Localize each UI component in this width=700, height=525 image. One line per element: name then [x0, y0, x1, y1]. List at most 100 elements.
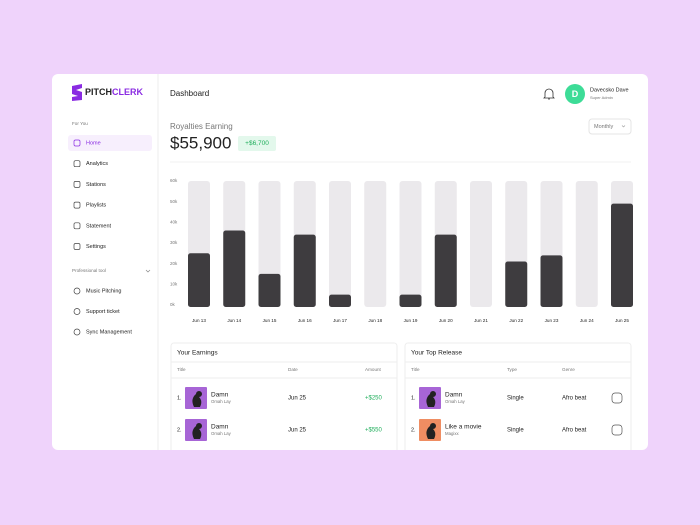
chevron[interactable] — [145, 269, 151, 273]
nav-item[interactable]: Stations — [86, 182, 106, 188]
content: PITCHCLERK For You Professional tool Das… — [68, 74, 633, 450]
nav-icon — [73, 328, 81, 336]
row-type: Single — [507, 428, 524, 434]
x-tick-label: Jun 19 — [404, 318, 418, 323]
y-tick-label: 30k — [170, 240, 178, 245]
panel-title: Your Top Release — [411, 350, 462, 357]
nav-item[interactable]: Music Pitching — [86, 288, 121, 294]
summary-change: +$6,700 — [245, 140, 269, 147]
user-name: Davecsko Dave — [590, 87, 629, 93]
nav-icon — [73, 287, 81, 295]
nav-item[interactable]: Support ticket — [86, 309, 120, 315]
bar-track — [364, 181, 387, 307]
x-tick-label: Jun 25 — [615, 318, 629, 323]
row-artist: Omah Lay — [211, 431, 232, 436]
bar — [293, 234, 316, 307]
row-amount: +$250 — [365, 396, 383, 402]
bar — [434, 234, 457, 307]
thumb-figure — [192, 391, 202, 407]
nav-item[interactable]: Home — [86, 140, 101, 146]
avatar[interactable] — [565, 84, 585, 104]
x-tick-label: Jun 23 — [545, 318, 559, 323]
bar — [540, 255, 563, 307]
x-tick-label: Jun 13 — [192, 318, 206, 323]
page-title: Dashboard — [170, 89, 209, 98]
nav-item[interactable]: Playlists — [86, 203, 106, 209]
thumb-figure — [192, 423, 202, 439]
column-header: Date — [288, 367, 298, 372]
nav-icon — [73, 160, 81, 168]
row-title: Damn — [211, 424, 229, 431]
row-action[interactable] — [611, 424, 623, 436]
row-artist: Omah Lay — [211, 399, 232, 404]
nav-item[interactable]: Settings — [86, 244, 106, 250]
summary-label: Royalties Earning — [170, 122, 233, 131]
x-tick-label: Jun 17 — [333, 318, 347, 323]
bar — [223, 230, 246, 307]
panel-title: Your Earnings — [177, 350, 218, 357]
nav-item[interactable]: Analytics — [86, 161, 108, 167]
row-index: 1. — [411, 395, 416, 401]
x-tick-label: Jun 16 — [298, 318, 312, 323]
bar — [258, 273, 281, 307]
y-tick-label: 20k — [170, 261, 178, 266]
column-header: Genre — [562, 367, 575, 372]
bar — [611, 203, 633, 307]
row-date: Jun 25 — [288, 428, 307, 434]
x-tick-label: Jun 18 — [368, 318, 382, 323]
release-panel — [404, 342, 632, 450]
x-tick-label: Jun 21 — [474, 318, 488, 323]
column-header: Amount — [365, 367, 382, 372]
row-type: Single — [507, 396, 524, 402]
row-genre: Afro beat — [562, 428, 587, 434]
section-label: For You — [72, 121, 88, 126]
user-role: Super Admin — [590, 95, 613, 100]
nav-icon — [73, 308, 81, 315]
nav-item[interactable]: Statement — [86, 223, 112, 229]
period-select[interactable] — [588, 118, 632, 135]
row-genre: Afro beat — [562, 396, 587, 402]
row-action[interactable] — [611, 392, 623, 404]
bar — [399, 294, 422, 307]
nav-icon — [73, 201, 81, 209]
bar — [329, 294, 351, 307]
bar-track — [575, 181, 598, 307]
logo: PITCHCLERK — [85, 87, 143, 97]
summary-total: $55,900 — [170, 133, 231, 152]
row-index: 2. — [177, 427, 182, 433]
column-header: Title — [411, 367, 420, 372]
section-label: Professional tool — [72, 268, 106, 273]
column-header: Title — [177, 367, 186, 372]
nav-icon — [73, 222, 81, 230]
row-date: Jun 25 — [288, 396, 307, 402]
row-amount: +$550 — [365, 428, 383, 434]
row-artist: Magixx — [445, 431, 459, 436]
logo-b: CLERK — [112, 87, 143, 97]
row-title: Like a movie — [445, 424, 482, 431]
period: Monthly — [594, 124, 614, 130]
bar — [505, 261, 528, 307]
y-tick-label: 60k — [170, 178, 178, 183]
column-header: Type — [507, 367, 517, 372]
nav-icon — [73, 139, 81, 147]
nav-item[interactable]: Sync Management — [86, 329, 132, 335]
bar-track — [329, 181, 351, 307]
bar — [188, 253, 210, 307]
nav-icon — [73, 181, 81, 188]
y-tick-label: 0k — [170, 302, 176, 307]
thumb-figure — [426, 391, 436, 407]
earnings-panel — [170, 342, 398, 450]
x-tick-label: Jun 20 — [439, 318, 453, 323]
y-tick-label: 40k — [170, 220, 178, 225]
bar-track — [470, 181, 492, 307]
nav-active — [68, 135, 152, 151]
thumb-figure — [426, 423, 436, 439]
row-index: 2. — [411, 427, 416, 433]
chevron — [621, 125, 626, 128]
bell-icon[interactable] — [543, 88, 555, 100]
row-index: 1. — [177, 395, 182, 401]
nav-icon — [73, 243, 81, 250]
x-tick-label: Jun 24 — [580, 318, 594, 323]
avatar-initial: D — [572, 89, 579, 99]
